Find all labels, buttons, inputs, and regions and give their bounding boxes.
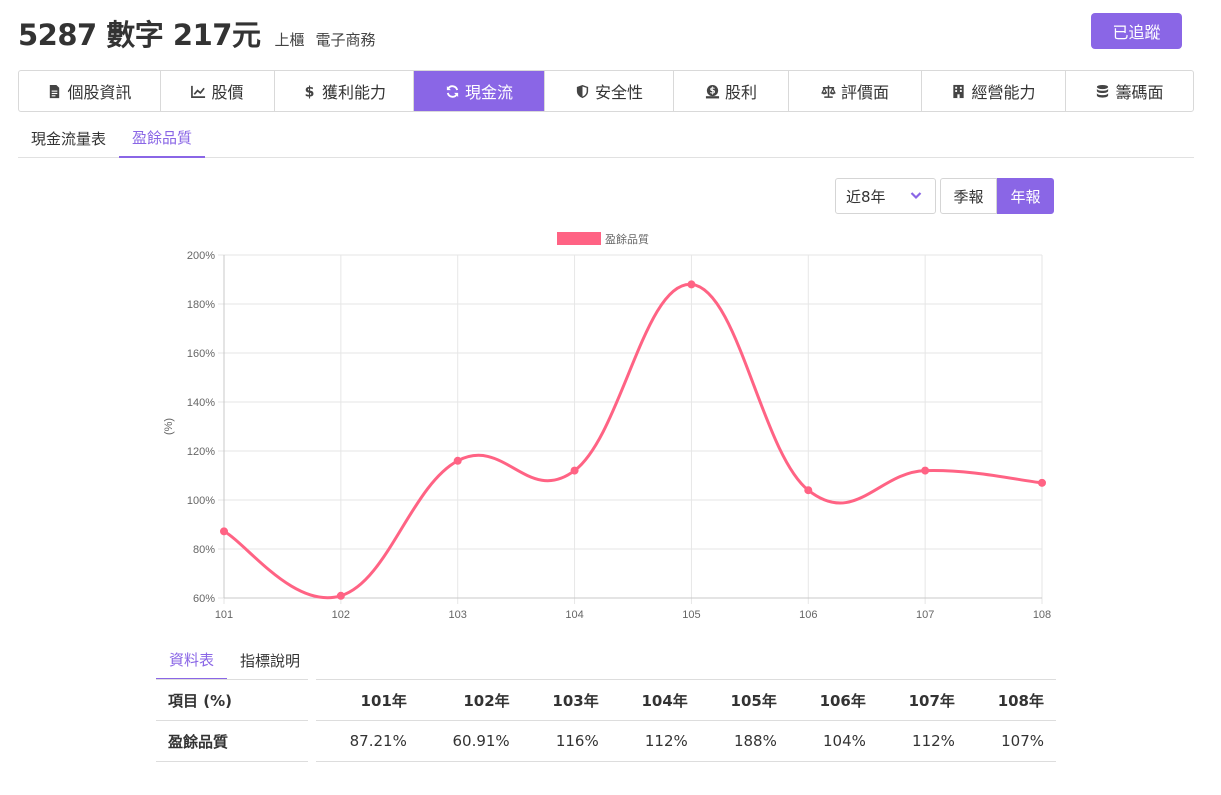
x-tick-label: 105 — [682, 609, 700, 621]
money-bag-icon: $ — [705, 84, 720, 99]
table-header-cell: 101年 — [316, 679, 419, 721]
table-header-cell: 108年 — [966, 679, 1056, 721]
document-icon — [47, 84, 62, 99]
tab-label: 獲利能力 — [321, 83, 386, 102]
tab-label: 股利 — [724, 83, 757, 102]
table-cell: 107% — [966, 720, 1056, 762]
x-tick-label: 106 — [799, 609, 817, 621]
tab-stock-info[interactable]: 個股資訊 — [19, 71, 161, 111]
table-header-cell: 104年 — [610, 679, 700, 721]
subtab-earnings-quality[interactable]: 盈餘品質 — [119, 118, 206, 158]
sync-icon — [445, 84, 460, 99]
table-cell: 104% — [788, 720, 878, 762]
tab-label: 經營能力 — [971, 83, 1036, 102]
x-tick-label: 101 — [215, 609, 233, 621]
tab-profitability[interactable]: $ 獲利能力 — [275, 71, 414, 111]
x-tick-label: 107 — [916, 609, 934, 621]
line-chart-icon — [191, 84, 206, 99]
stock-title: 5287 數字 217元 — [18, 18, 261, 52]
svg-text:$: $ — [305, 84, 315, 98]
shield-icon — [575, 84, 590, 99]
table-cell: 188% — [699, 720, 789, 762]
y-axis-label: (%) — [163, 418, 175, 435]
tab-label: 股價 — [211, 83, 244, 102]
dollar-icon: $ — [302, 84, 317, 98]
tab-price[interactable]: 股價 — [161, 71, 275, 111]
data-point — [687, 280, 696, 289]
y-tick-label: 120% — [187, 446, 215, 458]
tab-label: 安全性 — [594, 83, 643, 102]
report-type-toggle: 季報 年報 — [940, 178, 1054, 214]
earnings-quality-chart: 60% 80% 100% 120% 140% 160% 180% 200% 101 102 103 1… — [163, 232, 1051, 621]
x-tick-label: 103 — [449, 609, 467, 621]
period-select[interactable]: 近8年 — [835, 178, 936, 214]
y-tick-label: 160% — [187, 348, 215, 360]
database-icon — [1095, 84, 1110, 99]
table-cell: 60.91% — [418, 720, 522, 762]
y-tick-label: 60% — [193, 593, 215, 605]
follow-button[interactable]: 已追蹤 — [1091, 13, 1182, 49]
table-cell: 112% — [610, 720, 700, 762]
y-tick-label: 100% — [187, 495, 215, 507]
table-header-cell: 105年 — [699, 679, 789, 721]
data-table: 項目 (%) 101年 102年 103年 104年 105年 106年 107… — [156, 679, 1056, 762]
data-point — [921, 466, 930, 475]
tab-label: 現金流 — [464, 83, 513, 102]
table-cell: 112% — [877, 720, 967, 762]
sub-tabs: 現金流量表 盈餘品質 — [18, 118, 1194, 158]
table-header-cell: 102年 — [418, 679, 522, 721]
data-point — [570, 466, 579, 475]
y-tick-label: 200% — [187, 250, 215, 262]
table-cell: 116% — [521, 720, 611, 762]
y-tick-label: 180% — [187, 299, 215, 311]
table-cell: 87.21% — [316, 720, 419, 762]
data-point — [804, 486, 813, 495]
quarterly-button[interactable]: 季報 — [940, 178, 997, 214]
table-header-row: 項目 (%) 101年 102年 103年 104年 105年 106年 107… — [156, 679, 1056, 721]
tab-cash-flow[interactable]: 現金流 — [414, 71, 545, 111]
chevron-down-icon — [909, 188, 923, 206]
table-header-cell: 107年 — [877, 679, 967, 721]
x-tick-label: 108 — [1033, 609, 1051, 621]
series-line — [223, 282, 1043, 600]
building-icon — [951, 84, 966, 99]
industry-label: 電子商務 — [315, 31, 376, 49]
tab-data-table[interactable]: 資料表 — [156, 640, 228, 680]
data-tabs: 資料表 指標說明 — [156, 640, 313, 680]
tab-chips[interactable]: 籌碼面 — [1066, 71, 1193, 111]
tab-label: 評價面 — [840, 83, 889, 102]
table-row: 盈餘品質 87.21% 60.91% 116% 112% 188% 104% 1… — [156, 720, 1056, 762]
period-value: 近8年 — [846, 187, 886, 206]
annual-button[interactable]: 年報 — [997, 178, 1054, 214]
table-header-cell: 103年 — [521, 679, 611, 721]
tab-label: 籌碼面 — [1115, 83, 1164, 102]
tab-label: 個股資訊 — [67, 83, 132, 102]
x-tick-label: 102 — [332, 609, 350, 621]
y-tick-label: 80% — [193, 544, 215, 556]
table-row-label: 盈餘品質 — [156, 720, 308, 762]
main-tabs: 個股資訊 股價 $ 獲利能力 現金流 安全性 $ 股利 評價面 經營能力 籌碼面 — [18, 70, 1194, 112]
table-header-item: 項目 (%) — [156, 679, 308, 721]
data-point — [336, 591, 345, 600]
legend-label: 盈餘品質 — [605, 232, 649, 246]
table-header-cell: 106年 — [788, 679, 878, 721]
tab-indicator-description[interactable]: 指標說明 — [240, 651, 301, 670]
tab-operations[interactable]: 經營能力 — [922, 71, 1066, 111]
tab-safety[interactable]: 安全性 — [545, 71, 674, 111]
data-point — [220, 527, 228, 536]
tab-valuation[interactable]: 評價面 — [789, 71, 922, 111]
data-point — [453, 456, 462, 465]
stock-header: 5287 數字 217元 上櫃 電子商務 — [18, 12, 375, 54]
subtab-cash-flow-statement[interactable]: 現金流量表 — [31, 129, 107, 148]
x-tick-label: 104 — [565, 609, 583, 621]
tab-dividend[interactable]: $ 股利 — [674, 71, 789, 111]
market-label: 上櫃 — [274, 31, 305, 49]
y-tick-label: 140% — [187, 397, 215, 409]
balance-scale-icon — [821, 84, 836, 99]
legend-swatch — [557, 232, 601, 245]
data-point — [1038, 478, 1046, 487]
svg-text:$: $ — [710, 85, 716, 95]
